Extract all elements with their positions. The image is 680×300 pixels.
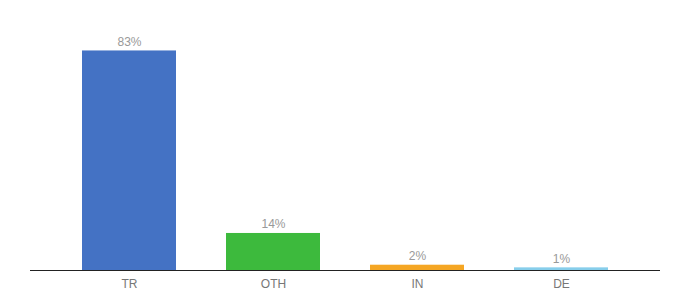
svg-text:DE: DE [553,277,570,291]
svg-text:TR: TR [122,277,138,291]
svg-text:83%: 83% [117,35,141,49]
svg-text:OTH: OTH [261,277,286,291]
svg-text:IN: IN [412,277,424,291]
svg-text:2%: 2% [409,249,427,263]
svg-text:14%: 14% [261,217,285,231]
svg-text:1%: 1% [553,252,571,266]
